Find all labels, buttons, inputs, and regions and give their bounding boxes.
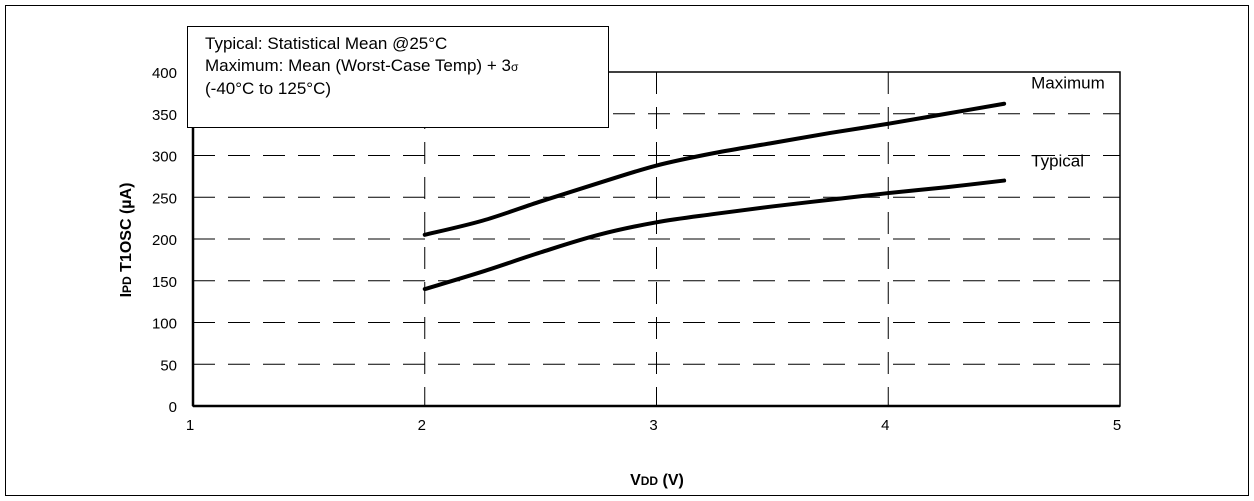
x-axis-title: VDD (V) xyxy=(630,472,684,489)
x-tick-label: 3 xyxy=(649,417,657,434)
annotation-line-range: (-40°C to 125°C) xyxy=(205,79,332,98)
sigma-symbol: σ xyxy=(510,60,519,74)
y-tick-label: 100 xyxy=(152,316,177,333)
y-axis-title: IPD T1OSC (µA) xyxy=(118,183,135,298)
y-tick-label: 400 xyxy=(152,65,177,82)
annotation-line-maximum-text: Maximum: Mean (Worst-Case Temp) + 3 xyxy=(205,56,511,75)
series-line-maximum xyxy=(422,101,1007,237)
annotation-box: Typical: Statistical Mean @25°C Maximum:… xyxy=(187,26,609,128)
y-tick-label: 200 xyxy=(152,232,177,249)
x-tick-labels: 1 2 3 4 5 xyxy=(186,417,1121,434)
x-tick-label: 4 xyxy=(881,417,889,434)
series-label-typical: Typical xyxy=(1031,152,1084,171)
chart-frame xyxy=(5,5,1249,496)
y-tick-labels: 0 50 100 150 200 250 300 350 400 xyxy=(152,65,177,416)
y-tick-label: 0 xyxy=(169,399,177,416)
series-label-maximum: Maximum xyxy=(1031,74,1105,93)
annotation-line-maximum: Maximum: Mean (Worst-Case Temp) + 3σ xyxy=(205,55,608,78)
y-tick-label: 300 xyxy=(152,149,177,166)
y-tick-label: 350 xyxy=(152,107,177,124)
y-tick-label: 50 xyxy=(160,357,177,374)
y-tick-label: 250 xyxy=(152,190,177,207)
series-labels: Maximum Typical xyxy=(1031,74,1105,171)
series-line-typical xyxy=(422,178,1007,292)
series-lines xyxy=(422,101,1007,292)
x-tick-label: 2 xyxy=(418,417,426,434)
y-tick-label: 150 xyxy=(152,274,177,291)
annotation-line-typical: Typical: Statistical Mean @25°C xyxy=(205,34,448,53)
x-tick-label: 5 xyxy=(1113,417,1121,434)
x-tick-label: 1 xyxy=(186,417,194,434)
